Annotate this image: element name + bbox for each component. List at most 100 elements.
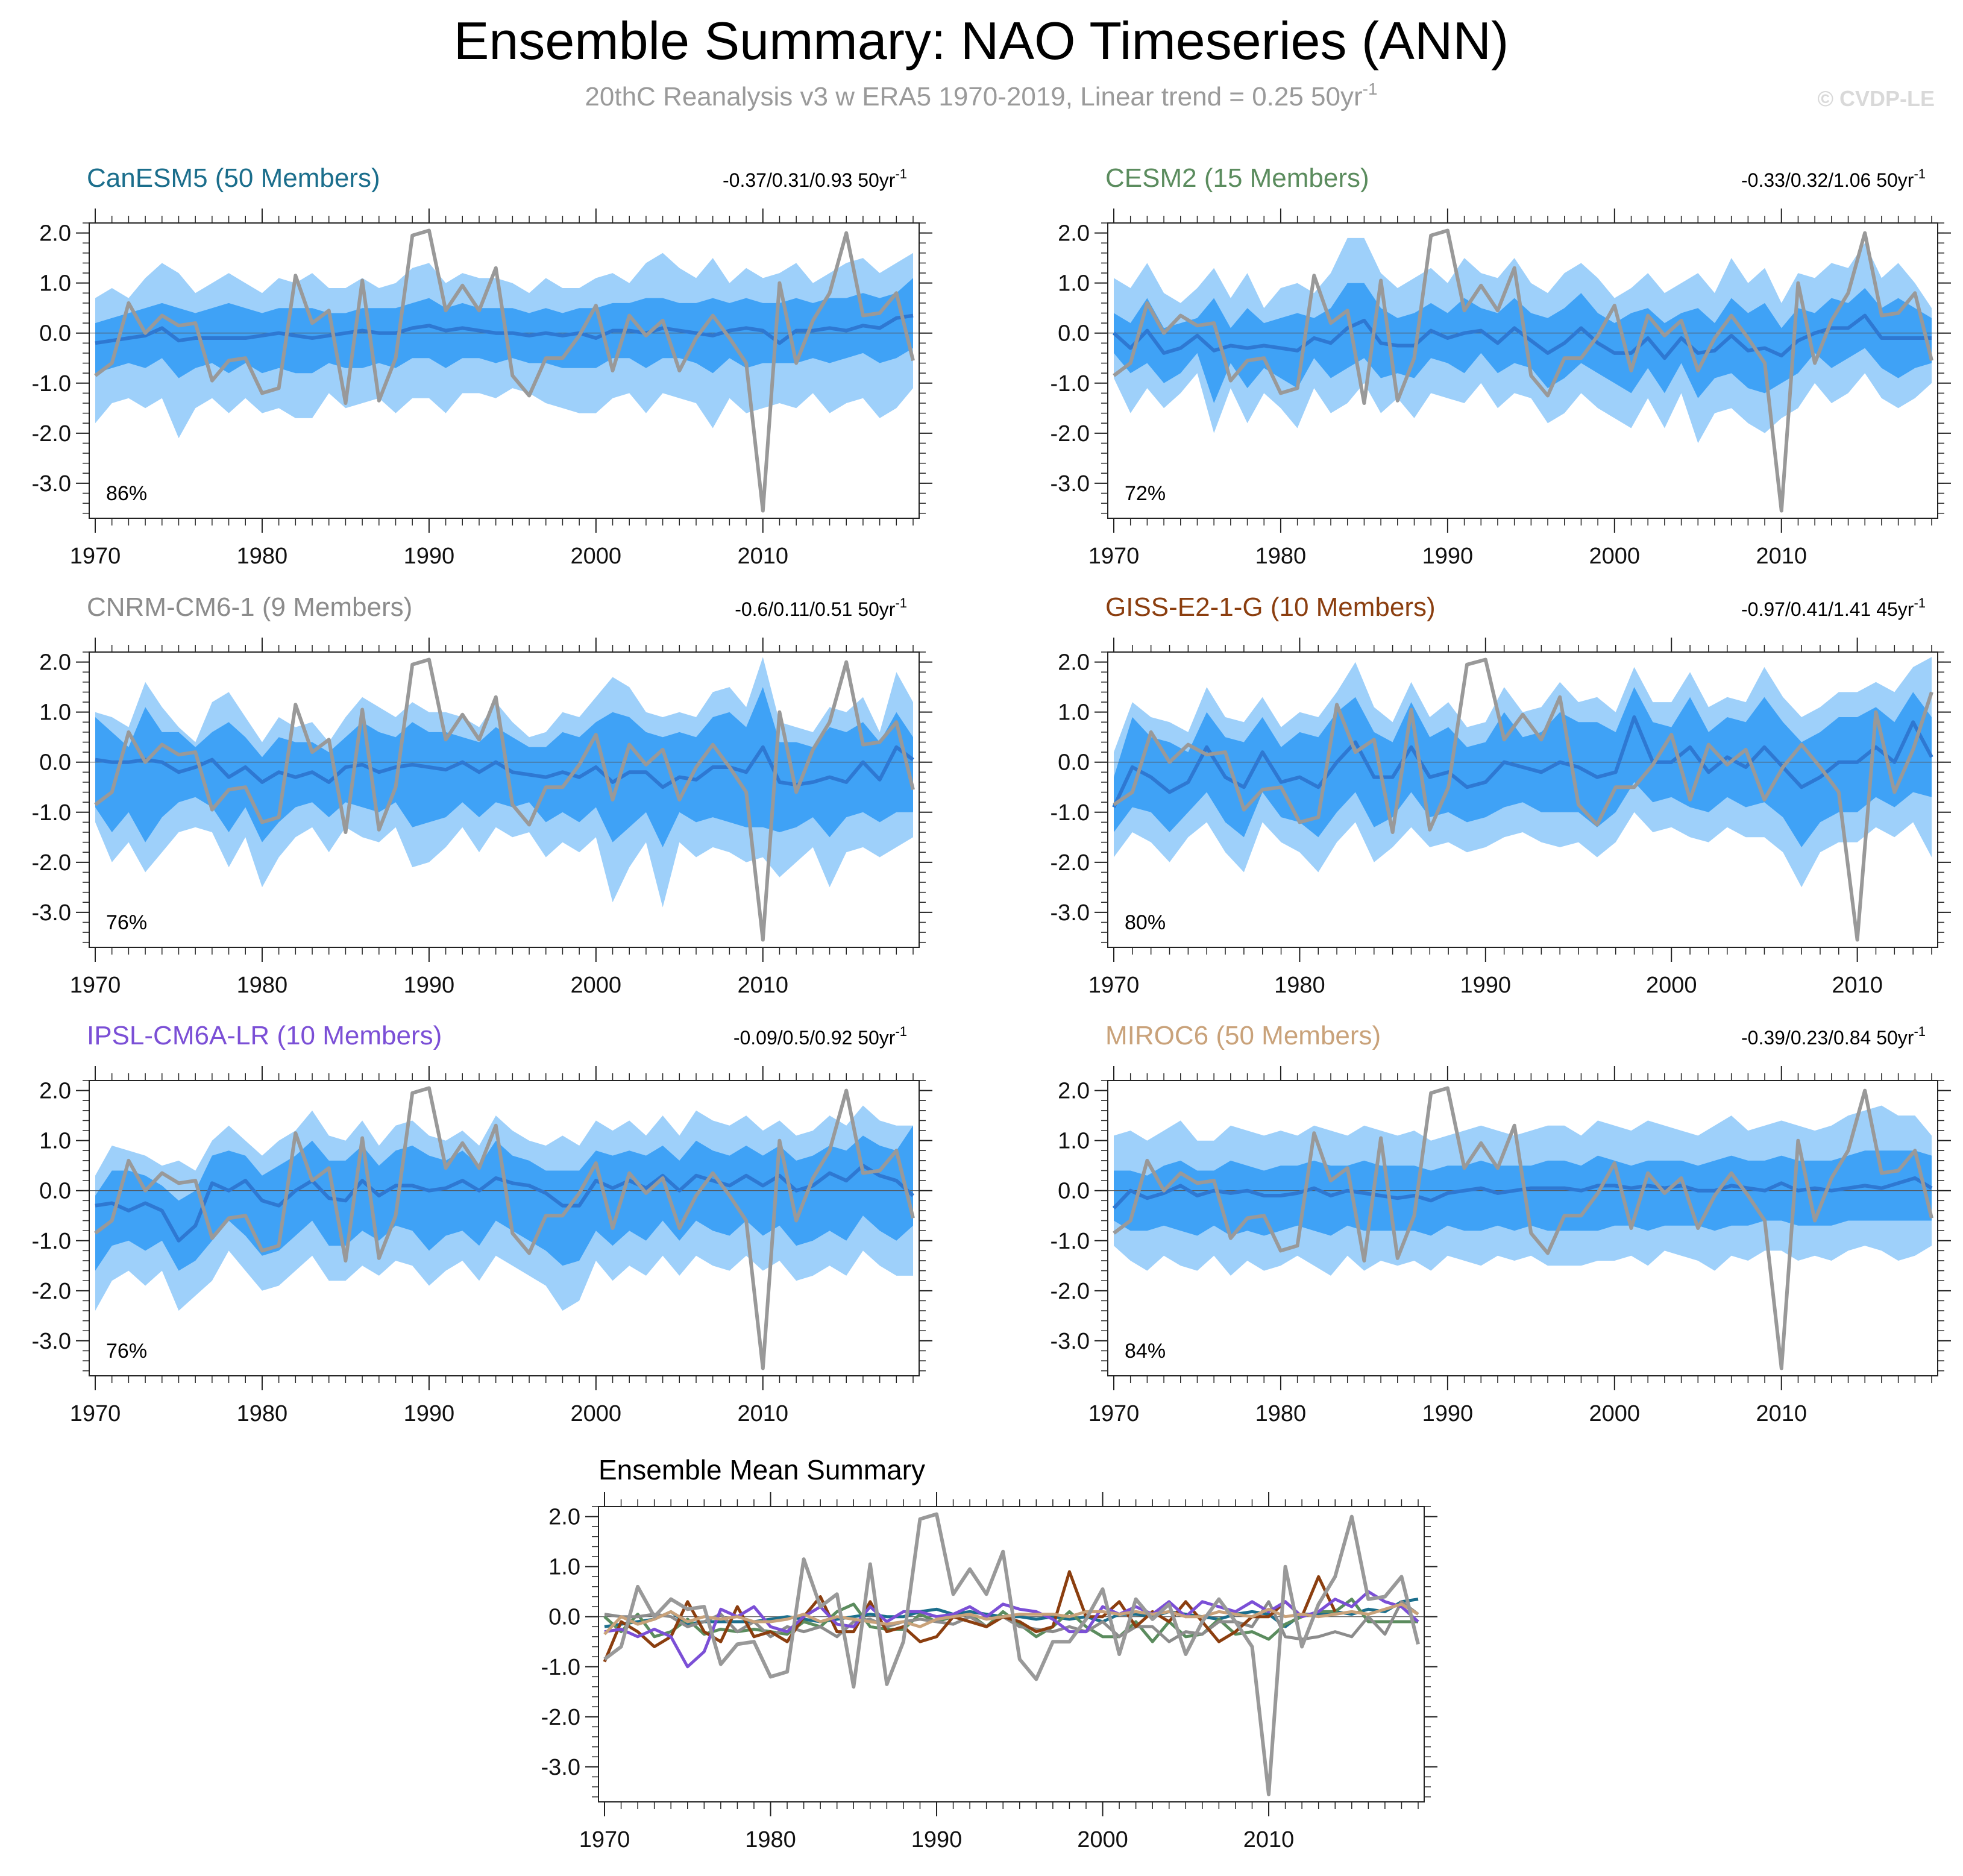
x-tick-label: 2000 — [571, 973, 622, 998]
y-tick-label: 1.0 — [1058, 700, 1090, 726]
x-tick-label: 1990 — [1422, 544, 1474, 569]
y-tick-label: 0.0 — [1058, 750, 1090, 776]
panel-title: IPSL-CM6A-LR (10 Members) — [87, 1021, 442, 1050]
y-tick-label: -3.0 — [1051, 471, 1090, 497]
x-tick-label: 1980 — [1274, 973, 1325, 998]
y-tick-label: 0.0 — [1058, 1179, 1090, 1204]
figure-subtitle: 20thC Reanalysis v3 w ERA5 1970-2019, Li… — [585, 80, 1377, 111]
x-tick-label: 1990 — [1422, 1401, 1474, 1426]
panel-title: Ensemble Mean Summary — [598, 1454, 925, 1485]
percent-label: 84% — [1125, 1340, 1166, 1363]
panel-title: CNRM-CM6-1 (9 Members) — [87, 592, 412, 622]
panel-title: CanESM5 (50 Members) — [87, 163, 380, 193]
x-tick-label: 2010 — [737, 973, 788, 998]
plot-frame — [89, 222, 920, 519]
panel-title: MIROC6 (50 Members) — [1105, 1021, 1381, 1050]
y-tick-label: 2.0 — [39, 650, 71, 676]
plot-area — [1108, 657, 1938, 942]
trend-label: -0.37/0.31/0.93 50yr-1 — [723, 166, 907, 191]
series-line-cnrm-cm6-1 — [604, 1600, 1419, 1643]
spread-band-inner — [1114, 283, 1932, 403]
plot-frame — [1107, 222, 1938, 519]
panel-miroc6: MIROC6 (50 Members) -0.39/0.23/0.84 50yr-… — [1051, 1021, 1951, 1426]
panel-canesm5: CanESM5 (50 Members) -0.37/0.31/0.93 50yr… — [32, 163, 932, 569]
trend-label: -0.09/0.5/0.92 50yr-1 — [733, 1024, 907, 1049]
x-tick-label: 1990 — [404, 1401, 455, 1426]
y-tick-label: -2.0 — [32, 850, 71, 876]
y-tick-label: -2.0 — [1051, 421, 1090, 447]
panel-ipsl-cm6a-lr: IPSL-CM6A-LR (10 Members) -0.09/0.5/0.92 … — [32, 1021, 932, 1426]
y-tick-label: -1.0 — [1051, 800, 1090, 826]
trend-label: -0.6/0.11/0.51 50yr-1 — [735, 595, 907, 620]
x-tick-label: 1990 — [1460, 973, 1512, 998]
observed-line — [1113, 1086, 1933, 1370]
observed-line — [94, 657, 915, 942]
x-tick-label: 1970 — [70, 1401, 121, 1426]
panel-cesm2: CESM2 (15 Members) -0.33/0.32/1.06 50yr-1… — [1051, 163, 1951, 569]
panel-cnrm-cm6-1: CNRM-CM6-1 (9 Members) -0.6/0.11/0.51 50y… — [32, 592, 932, 998]
panel-giss-e2-1-g: GISS-E2-1-G (10 Members) -0.97/0.41/1.41 … — [1051, 592, 1951, 998]
y-tick-label: 2.0 — [1058, 650, 1090, 676]
plot-area — [89, 228, 919, 513]
x-tick-label: 2000 — [1589, 1401, 1641, 1426]
panels-group: CanESM5 (50 Members) -0.37/0.31/0.93 50yr… — [32, 163, 1951, 1852]
y-tick-label: 1.0 — [548, 1555, 580, 1580]
x-tick-label: 1990 — [911, 1827, 963, 1852]
y-tick-label: -2.0 — [1051, 850, 1090, 876]
x-tick-label: 2000 — [1589, 544, 1641, 569]
x-tick-label: 1980 — [1255, 544, 1307, 569]
y-tick-label: 0.0 — [548, 1605, 580, 1630]
percent-label: 76% — [106, 1340, 147, 1363]
percent-label: 80% — [1125, 911, 1166, 934]
x-tick-label: 1970 — [70, 973, 121, 998]
y-tick-label: -3.0 — [32, 900, 71, 926]
x-tick-label: 2000 — [571, 1401, 622, 1426]
ensemble-mean-line — [1112, 715, 1933, 808]
y-tick-label: -1.0 — [32, 1229, 71, 1254]
y-tick-label: 0.0 — [39, 1179, 71, 1204]
y-tick-label: -2.0 — [32, 1279, 71, 1304]
x-tick-label: 2010 — [1243, 1827, 1295, 1852]
plot-frame — [1107, 1080, 1938, 1376]
y-tick-label: -2.0 — [541, 1705, 580, 1730]
series-line-giss-e2-1-g — [603, 1570, 1337, 1663]
x-tick-label: 2010 — [1756, 1401, 1807, 1426]
y-tick-label: -1.0 — [32, 371, 71, 397]
x-tick-label: 1980 — [745, 1827, 796, 1852]
panel-title: CESM2 (15 Members) — [1105, 163, 1369, 193]
x-tick-label: 1980 — [237, 544, 288, 569]
x-tick-label: 1990 — [404, 544, 455, 569]
x-tick-label: 2000 — [1646, 973, 1697, 998]
y-tick-label: 0.0 — [39, 750, 71, 776]
plot-area — [89, 1086, 919, 1370]
x-tick-label: 1970 — [1088, 1401, 1140, 1426]
y-tick-label: 1.0 — [39, 1129, 71, 1154]
x-tick-label: 2000 — [571, 544, 622, 569]
trend-label: -0.33/0.32/1.06 50yr-1 — [1741, 166, 1926, 191]
y-tick-label: 1.0 — [39, 700, 71, 726]
trend-label: -0.39/0.23/0.84 50yr-1 — [1741, 1024, 1926, 1049]
x-tick-label: 1980 — [237, 1401, 288, 1426]
watermark: © CVDP-LE — [1817, 86, 1935, 111]
y-tick-label: 1.0 — [1058, 1129, 1090, 1154]
plot-area — [89, 657, 919, 942]
y-tick-label: 1.0 — [39, 271, 71, 296]
observed-line — [94, 1086, 915, 1370]
panel-title: GISS-E2-1-G (10 Members) — [1105, 592, 1436, 622]
observed-line — [94, 228, 915, 513]
x-tick-label: 1970 — [579, 1827, 630, 1852]
plot-area — [1108, 1086, 1938, 1370]
y-tick-label: 2.0 — [39, 1079, 71, 1104]
x-tick-label: 2000 — [1077, 1827, 1128, 1852]
ensemble-mean-line — [95, 745, 914, 789]
percent-label: 76% — [106, 911, 147, 934]
y-tick-label: 2.0 — [548, 1505, 580, 1530]
y-tick-label: -1.0 — [541, 1655, 580, 1680]
x-tick-label: 2010 — [1756, 544, 1807, 569]
spread-band-inner — [95, 1125, 913, 1271]
x-tick-label: 2010 — [737, 544, 788, 569]
y-tick-label: -3.0 — [541, 1755, 580, 1780]
x-tick-label: 2010 — [1832, 973, 1883, 998]
